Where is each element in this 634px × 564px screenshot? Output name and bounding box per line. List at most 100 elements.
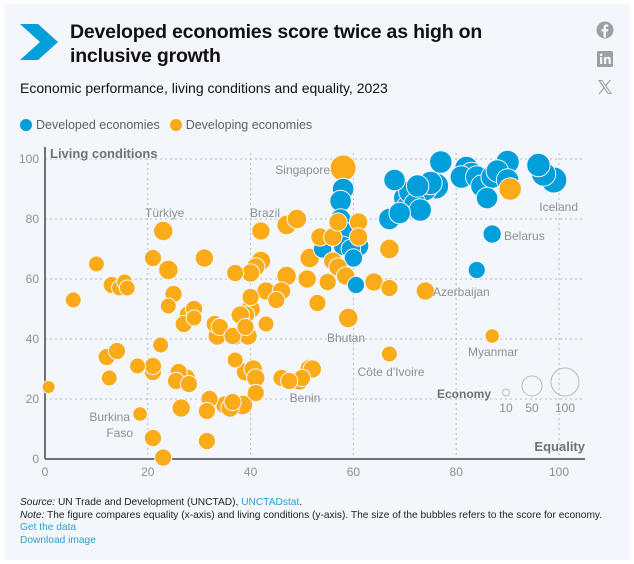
bubble-developing[interactable] (484, 328, 500, 344)
source-text: UN Trade and Development (UNCTAD), (55, 497, 242, 508)
bubble-developed[interactable] (408, 198, 432, 222)
size-legend-circle (502, 388, 510, 397)
source-line: Source: UN Trade and Development (UNCTAD… (20, 497, 602, 510)
bubble-developing[interactable] (226, 263, 245, 283)
legend-label-developed: Developed economies (36, 118, 160, 132)
bubble-developed[interactable] (343, 248, 364, 268)
x-icon[interactable] (596, 78, 614, 96)
bubble-developing[interactable] (64, 291, 82, 309)
bubble-developing[interactable] (154, 448, 173, 467)
unctadstat-link[interactable]: UNCTADstat (241, 497, 300, 508)
chart-footer: Source: UN Trade and Development (UNCTAD… (20, 497, 602, 547)
download-image-link[interactable]: Download image (20, 534, 96, 546)
bubble-developing[interactable] (223, 392, 242, 412)
y-axis-title: Living conditions (50, 146, 158, 161)
bubble-developing[interactable] (318, 272, 337, 292)
bubble-developing[interactable] (197, 431, 216, 451)
bubble-developing[interactable] (107, 341, 127, 361)
bubble-developed[interactable] (346, 275, 366, 295)
y-tick-label: 60 (26, 272, 40, 286)
country-label: Benin (290, 391, 321, 405)
bubble-developed[interactable] (526, 152, 551, 178)
country-label: Brazil (250, 206, 280, 220)
y-tick-label: 20 (26, 392, 40, 406)
size-legend-label: 100 (555, 401, 575, 415)
bubble-developing[interactable] (328, 212, 348, 232)
source-end: . (299, 497, 303, 508)
bubble-developing[interactable] (87, 255, 105, 273)
linkedin-icon[interactable] (596, 50, 614, 68)
country-label: Iceland (539, 200, 578, 214)
legend-swatch-developed (20, 119, 32, 131)
bubble-developing[interactable] (379, 238, 400, 260)
bubble-developing[interactable] (348, 227, 369, 247)
bubble-developing[interactable] (380, 345, 398, 363)
bubble-developing[interactable] (197, 401, 216, 421)
legend-item-developed[interactable]: Developed economies (20, 118, 160, 132)
bubble-developing[interactable] (152, 220, 174, 242)
bubble-developed[interactable] (383, 168, 406, 192)
bubble-developing[interactable] (132, 406, 148, 422)
get-data-link[interactable]: Get the data (20, 522, 77, 533)
country-label: Côte d'Ivoire (358, 365, 425, 379)
y-tick-label: 100 (19, 152, 39, 166)
bubble-developing[interactable] (415, 281, 436, 301)
bubble-developing[interactable] (329, 154, 357, 182)
bubble-developing[interactable] (41, 380, 56, 394)
bubble-developing[interactable] (226, 351, 244, 369)
x-axis-title: Equality (534, 439, 585, 454)
country-label: Burkina (89, 410, 130, 424)
bubble-developed[interactable] (475, 186, 499, 210)
bubble-developing[interactable] (185, 309, 203, 327)
bubble-developing[interactable] (159, 297, 177, 315)
note-label: Note: (20, 509, 45, 521)
bubble-developing[interactable] (498, 177, 522, 201)
bubble-developing[interactable] (286, 208, 308, 230)
bubble-developing[interactable] (280, 371, 299, 391)
chart-subtitle: Economic performance, living conditions … (20, 80, 388, 96)
bubble-developing[interactable] (152, 336, 170, 354)
bubble-developing[interactable] (257, 315, 275, 333)
x-tick-label: 60 (347, 465, 361, 479)
bubble-developing[interactable] (380, 278, 399, 298)
x-tick-label: 20 (141, 465, 155, 479)
bubble-developed[interactable] (388, 201, 411, 225)
y-tick-label: 80 (26, 212, 40, 226)
size-legend-circle (550, 367, 580, 397)
bubble-developing[interactable] (143, 248, 163, 268)
x-tick-label: 0 (42, 465, 49, 479)
bubble-developing[interactable] (251, 221, 271, 241)
note-line: Note: The figure compares equality (x-ax… (20, 510, 602, 523)
bubble-developing[interactable] (267, 290, 286, 310)
bubble-developing[interactable] (210, 317, 229, 337)
bubble-developing[interactable] (246, 383, 265, 403)
bubble-developing[interactable] (171, 398, 191, 418)
bubble-developed[interactable] (467, 260, 486, 280)
chart-title: Developed economies score twice as high … (70, 21, 483, 67)
bubble-developing[interactable] (236, 317, 255, 337)
y-tick-label: 40 (26, 332, 40, 346)
bubble-developing[interactable] (118, 279, 136, 297)
bubble-developing[interactable] (158, 259, 179, 281)
bubble-developed[interactable] (482, 224, 502, 244)
country-label: Bhutan (327, 331, 365, 345)
legend-item-developing[interactable]: Developing economies (169, 118, 312, 132)
x-tick-label: 100 (549, 465, 569, 479)
country-label: Singapore (275, 163, 330, 177)
bubble-developing[interactable] (308, 293, 327, 313)
bubble-developing[interactable] (179, 374, 198, 394)
bubble-developed[interactable] (429, 150, 453, 174)
facebook-icon[interactable] (596, 21, 614, 39)
bubble-developing[interactable] (129, 357, 146, 375)
bubble-developing[interactable] (338, 307, 359, 329)
bubble-developing[interactable] (297, 269, 317, 289)
bubble-developing[interactable] (194, 248, 215, 268)
bubble-developed[interactable] (405, 174, 430, 198)
bubble-developing[interactable] (223, 326, 242, 346)
bubble-developing[interactable] (241, 287, 260, 307)
bubble-developing[interactable] (143, 356, 163, 376)
chart-legend: Developed economies Developing economies (20, 118, 322, 132)
x-tick-label: 40 (244, 465, 258, 479)
bubble-developing[interactable] (143, 428, 163, 448)
bubble-developing[interactable] (100, 369, 118, 387)
